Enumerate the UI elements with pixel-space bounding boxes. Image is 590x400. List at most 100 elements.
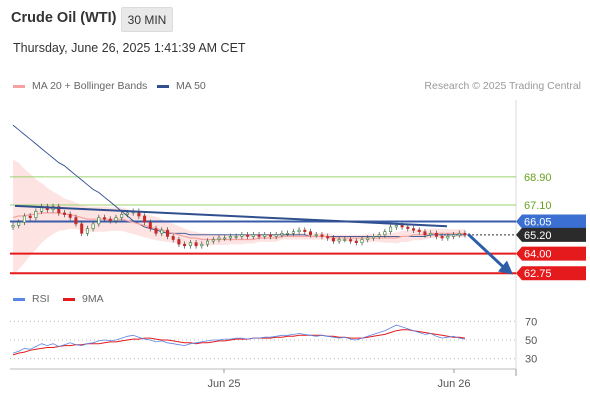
candle-body	[337, 239, 341, 242]
candle-body	[183, 243, 187, 247]
rsi-tick-label: 30	[525, 354, 537, 366]
candle-body	[383, 231, 387, 236]
legend-9ma: 9MA	[63, 293, 104, 305]
candle-body	[234, 236, 238, 238]
timeframe-button[interactable]: 30 MIN	[121, 7, 173, 32]
candle-body	[217, 237, 221, 240]
candle-body	[166, 229, 170, 237]
candle-body	[62, 212, 66, 215]
candle-body	[326, 236, 330, 239]
candle-body	[103, 217, 107, 220]
candle-body	[22, 215, 26, 223]
candle-body	[74, 217, 78, 225]
candle-body	[188, 242, 192, 247]
level-label-bg-support	[516, 266, 586, 281]
level-label-support: 64.00	[524, 249, 552, 261]
ma20-swatch-icon	[13, 84, 25, 88]
ma50-line	[12, 124, 465, 237]
candle-body	[400, 225, 404, 228]
rsi-tick-label: 50	[525, 335, 537, 347]
level-label-resistance: 67.10	[524, 200, 552, 212]
copyright-text: Research © 2025 Trading Central	[424, 80, 581, 92]
forecast-arrow-head-icon	[498, 260, 513, 275]
candle-body	[80, 223, 84, 234]
ma50-swatch-icon	[157, 84, 169, 88]
candle-body	[251, 234, 255, 237]
candle-body	[177, 239, 181, 245]
instrument-title: Crude Oil (WTI)	[11, 10, 117, 26]
candle-body	[97, 217, 101, 225]
rsi-9ma-line	[12, 329, 466, 356]
level-label-bg-pivot	[516, 214, 586, 229]
candle-body	[406, 226, 410, 229]
candle-body	[160, 229, 164, 234]
candle-body	[291, 231, 295, 234]
candle-body	[349, 239, 353, 242]
level-label-pivot: 66.05	[524, 217, 552, 229]
legend-rsi-label: RSI	[32, 293, 50, 305]
candle-body	[423, 231, 427, 236]
candle-body	[211, 239, 215, 242]
candle-body	[434, 233, 438, 237]
candle-body	[263, 234, 267, 237]
candle-body	[194, 242, 198, 247]
candle-body	[389, 226, 393, 232]
candle-body	[343, 239, 347, 241]
candle-body	[148, 222, 152, 229]
candle-body	[108, 218, 112, 222]
candle-body	[394, 225, 398, 228]
candle-body	[125, 212, 129, 215]
candle-body	[280, 233, 284, 236]
candle-body	[297, 229, 301, 233]
candle-body	[366, 237, 370, 240]
trend-line	[14, 204, 448, 228]
candle-body	[11, 225, 15, 228]
candle-body	[240, 234, 244, 237]
candle-body	[457, 233, 461, 236]
candle-body	[200, 243, 204, 247]
candle-body	[28, 215, 32, 218]
candle-body	[446, 236, 450, 239]
candle-body	[303, 229, 307, 233]
candle-body	[331, 237, 335, 242]
x-tick-label: Jun 26	[437, 378, 470, 390]
candle-body	[429, 233, 433, 236]
candle-body	[268, 234, 272, 237]
candle-body	[360, 239, 364, 243]
candle-body	[314, 234, 318, 237]
candle-body	[452, 234, 456, 237]
chart-header: Crude Oil (WTI) 30 MIN	[0, 0, 590, 36]
legend-9ma-label: 9MA	[82, 293, 104, 305]
legend-ma50-label: MA 50	[176, 80, 206, 92]
candle-body	[320, 234, 324, 237]
candle-body	[440, 236, 444, 239]
rsi-swatch-icon	[13, 297, 25, 301]
x-tick-label: Jun 25	[207, 378, 240, 390]
candle-body	[68, 214, 72, 218]
candle-body	[206, 240, 210, 245]
candle-body	[57, 206, 61, 214]
level-label-bg-current	[516, 227, 586, 242]
candle-body	[377, 234, 381, 237]
level-label-bg-support	[516, 246, 586, 261]
legend-ma20: MA 20 + Bollinger Bands	[13, 80, 147, 92]
candle-body	[417, 229, 421, 233]
candle-body	[257, 234, 261, 237]
candle-body	[223, 237, 227, 240]
9ma-swatch-icon	[63, 297, 75, 301]
candle-body	[246, 234, 250, 237]
legend-ma20-label: MA 20 + Bollinger Bands	[32, 80, 148, 92]
candle-body	[371, 236, 375, 239]
candle-body	[114, 217, 118, 222]
legend-rsi: RSI	[13, 293, 50, 305]
level-label-support: 62.75	[524, 268, 552, 280]
rsi-line	[12, 324, 466, 354]
forecast-arrow	[466, 232, 507, 270]
candle-body	[308, 231, 312, 236]
candle-body	[120, 214, 124, 218]
candle-body	[228, 236, 232, 239]
candle-body	[85, 228, 89, 234]
candle-body	[154, 228, 158, 234]
level-label-resistance: 68.90	[524, 172, 552, 184]
